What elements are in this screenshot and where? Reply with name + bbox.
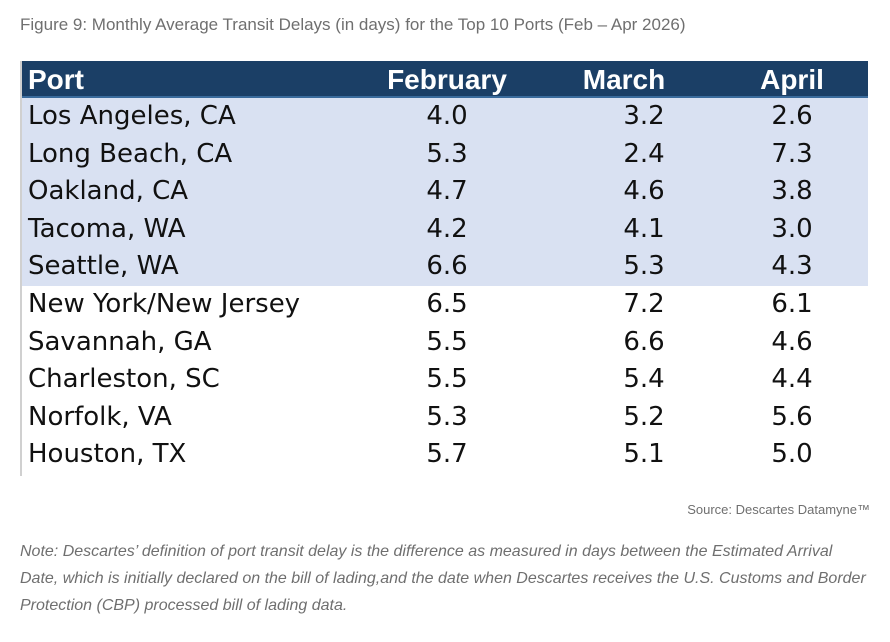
cell-april: 4.6 — [771, 326, 813, 357]
cell-port: Los Angeles, CA — [28, 101, 236, 131]
cell-february: 5.5 — [426, 364, 468, 395]
table-header: Port February March April — [22, 61, 868, 98]
cell-april: 6.1 — [771, 289, 813, 319]
figure-caption: Figure 9: Monthly Average Transit Delays… — [20, 15, 686, 34]
table-row: Charleston, SC 5.5 5.4 4.4 — [22, 361, 868, 399]
cell-march: 7.2 — [623, 289, 665, 319]
table-row: New York/New Jersey 6.5 7.2 6.1 — [22, 286, 868, 324]
cell-march: 5.3 — [623, 251, 665, 282]
cell-port: Tacoma, WA — [28, 213, 186, 244]
header-february: February — [387, 64, 507, 95]
table-row: Savannah, GA 5.5 6.6 4.6 — [22, 324, 868, 362]
table-row: Tacoma, WA 4.2 4.1 3.0 — [22, 211, 868, 249]
west-coast-highlight — [22, 98, 868, 286]
cell-port: Charleston, SC — [28, 364, 220, 395]
definition-note: Note: Descartes’ definition of port tran… — [20, 543, 866, 614]
header-march: March — [582, 64, 666, 95]
source-credit: Source: Descartes Datamyne™ — [687, 502, 870, 517]
header-april: April — [760, 64, 824, 95]
cell-port: Norfolk, VA — [28, 401, 172, 432]
table-row: Oakland, CA 4.7 4.6 3.8 — [22, 173, 868, 211]
cell-february: 5.3 — [426, 138, 468, 169]
table-row: Houston, TX 5.7 5.1 5.0 — [22, 436, 868, 474]
header-port: Port — [28, 64, 84, 95]
cell-april: 5.0 — [771, 439, 813, 470]
cell-april: 4.3 — [771, 251, 813, 282]
cell-february: 4.2 — [426, 213, 468, 244]
cell-april: 5.6 — [771, 401, 813, 432]
cell-march: 5.2 — [623, 401, 665, 432]
cell-february: 4.0 — [426, 101, 468, 131]
cell-march: 2.4 — [623, 138, 665, 169]
cell-april: 3.8 — [771, 176, 813, 207]
cell-february: 5.3 — [426, 401, 468, 432]
cell-march: 4.1 — [623, 213, 665, 244]
cell-february: 5.5 — [426, 326, 468, 357]
transit-delay-table: Port February March April Los Angeles, C… — [20, 61, 868, 476]
table-row: Norfolk, VA 5.3 5.2 5.6 — [22, 399, 868, 437]
cell-february: 5.7 — [426, 439, 468, 470]
cell-february: 6.6 — [426, 251, 468, 282]
table-row: Los Angeles, CA 4.0 3.2 2.6 — [22, 98, 868, 136]
cell-february: 4.7 — [426, 176, 468, 207]
cell-april: 7.3 — [771, 138, 813, 169]
cell-port: Seattle, WA — [28, 251, 179, 282]
table-row: Long Beach, CA 5.3 2.4 7.3 — [22, 136, 868, 174]
table-left-border — [20, 61, 22, 476]
cell-april: 4.4 — [771, 364, 813, 395]
cell-port: Oakland, CA — [28, 176, 189, 207]
cell-february: 6.5 — [426, 289, 468, 319]
cell-march: 5.1 — [623, 439, 665, 470]
cell-march: 4.6 — [623, 176, 665, 207]
cell-april: 2.6 — [771, 101, 813, 131]
cell-march: 3.2 — [623, 101, 665, 131]
cell-march: 6.6 — [623, 326, 665, 357]
cell-april: 3.0 — [771, 213, 813, 244]
cell-march: 5.4 — [623, 364, 665, 395]
cell-port: Savannah, GA — [28, 326, 212, 357]
cell-port: Long Beach, CA — [28, 138, 233, 169]
table-row: Seattle, WA 6.6 5.3 4.3 — [22, 248, 868, 286]
cell-port: New York/New Jersey — [28, 289, 301, 319]
cell-port: Houston, TX — [28, 439, 187, 470]
